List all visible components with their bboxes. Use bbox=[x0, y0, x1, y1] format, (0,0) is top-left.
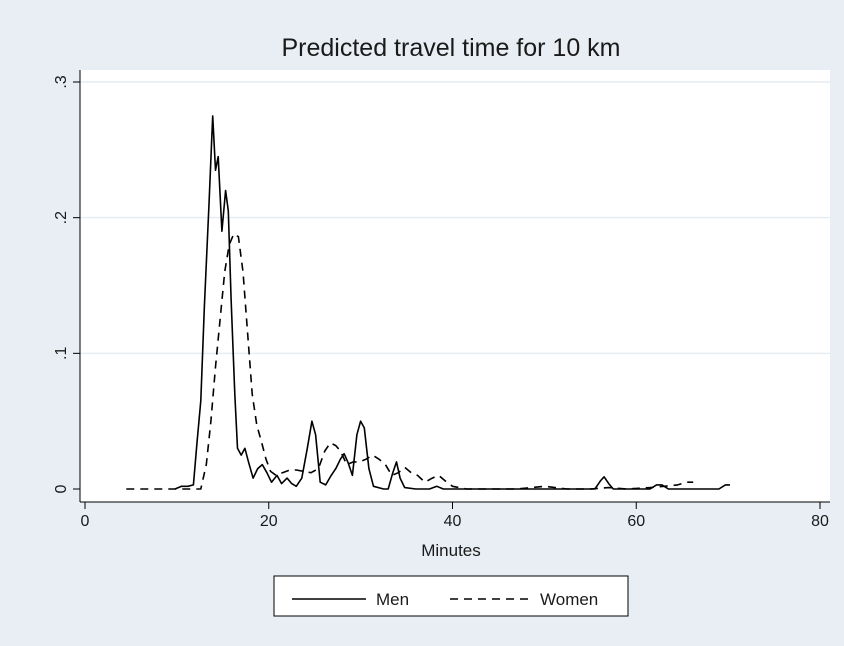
x-tick-label-2: 40 bbox=[444, 513, 462, 530]
legend-label-women: Women bbox=[540, 590, 598, 609]
y-tick-label-3: .3 bbox=[53, 75, 70, 88]
legend-box bbox=[273, 575, 629, 617]
series-line-women bbox=[126, 233, 694, 490]
x-tick-label-4: 80 bbox=[811, 513, 829, 530]
x-axis-label: Minutes bbox=[421, 541, 481, 560]
legend: Men Women bbox=[273, 575, 629, 617]
y-axis-ticks: 0 .1 .2 .3 bbox=[53, 75, 80, 493]
series-layer bbox=[126, 115, 730, 490]
x-axis-ticks: 0 20 40 60 80 bbox=[81, 502, 829, 530]
y-tick-label-1: .1 bbox=[53, 347, 70, 360]
x-tick-label-3: 60 bbox=[627, 513, 645, 530]
plot-area bbox=[80, 70, 830, 502]
grid bbox=[80, 81, 830, 355]
series-line-men bbox=[174, 115, 730, 490]
y-tick-label-2: .2 bbox=[53, 211, 70, 224]
x-tick-label-1: 20 bbox=[260, 513, 278, 530]
chart-title: Predicted travel time for 10 km bbox=[281, 34, 620, 62]
x-tick-label-0: 0 bbox=[81, 513, 90, 530]
axes bbox=[79, 70, 830, 503]
legend-label-men: Men bbox=[376, 590, 409, 609]
y-tick-label-0: 0 bbox=[53, 484, 70, 493]
